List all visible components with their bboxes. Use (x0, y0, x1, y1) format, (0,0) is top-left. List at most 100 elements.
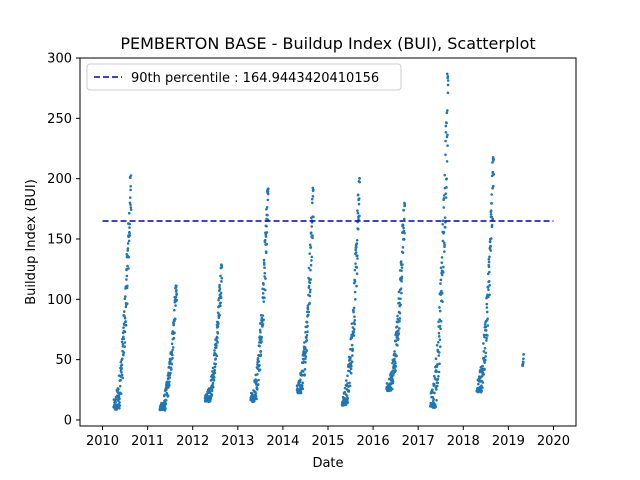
data-point (264, 235, 268, 238)
data-point (352, 310, 355, 314)
data-point (124, 324, 128, 327)
data-point (129, 203, 132, 206)
data-point (358, 180, 362, 184)
data-point (262, 258, 266, 262)
data-point (119, 378, 122, 382)
data-point (122, 353, 125, 357)
data-point (403, 202, 407, 206)
data-point (260, 340, 263, 343)
data-point (489, 249, 492, 252)
data-point (312, 215, 315, 219)
data-point (301, 357, 305, 361)
data-point (217, 298, 220, 302)
data-point (401, 263, 404, 266)
data-point (122, 326, 125, 329)
data-point (483, 346, 487, 350)
data-point (446, 74, 450, 78)
x-tick-label: 2016 (357, 434, 390, 449)
data-point (168, 380, 171, 384)
data-point (126, 284, 129, 288)
data-point (171, 346, 175, 349)
data-point (262, 283, 265, 286)
data-point (486, 285, 490, 289)
data-point (394, 339, 398, 343)
data-point (304, 361, 307, 364)
data-point (435, 398, 438, 402)
data-point (301, 381, 304, 385)
data-point (343, 390, 347, 394)
data-point (353, 318, 357, 322)
data-point (219, 291, 223, 295)
data-point (438, 324, 442, 328)
data-point (349, 367, 353, 371)
data-point (310, 259, 313, 262)
data-point (164, 398, 168, 402)
data-point (391, 369, 395, 372)
data-point (353, 268, 357, 272)
data-point (351, 326, 355, 329)
data-point (212, 373, 215, 376)
y-tick-label: 200 (47, 172, 72, 187)
data-point (352, 330, 355, 333)
data-point (391, 380, 395, 383)
chart-title: PEMBERTON BASE - Buildup Index (BUI), Sc… (120, 34, 535, 53)
data-point (265, 224, 268, 228)
data-point (434, 357, 438, 361)
data-point (442, 230, 446, 234)
data-point (432, 374, 436, 378)
data-point (349, 362, 353, 366)
data-point (259, 353, 263, 357)
data-point (353, 315, 356, 318)
data-point (214, 362, 218, 366)
data-point (483, 323, 487, 326)
data-point (308, 290, 312, 294)
data-point (255, 397, 258, 401)
data-point (259, 350, 263, 353)
data-point (437, 374, 440, 378)
data-point (259, 330, 262, 334)
data-point (301, 384, 304, 387)
data-point (118, 384, 122, 388)
data-point (169, 368, 173, 371)
data-point (477, 382, 480, 386)
y-tick-label: 250 (47, 112, 72, 127)
data-point (485, 306, 489, 309)
data-point (260, 316, 264, 320)
data-point (258, 368, 262, 371)
data-point (123, 295, 127, 298)
data-point (127, 255, 131, 259)
data-point (301, 370, 305, 373)
data-point (307, 284, 311, 288)
data-point (308, 301, 311, 305)
data-point (399, 297, 402, 301)
data-point (482, 342, 485, 345)
data-point (167, 365, 171, 369)
data-point (167, 386, 170, 389)
data-point (490, 201, 493, 205)
data-point (309, 263, 313, 267)
data-point (306, 304, 310, 307)
data-point (216, 332, 220, 335)
data-point (213, 371, 217, 375)
data-point (126, 242, 130, 245)
data-point (354, 251, 358, 254)
data-point (310, 225, 313, 228)
data-point (127, 239, 131, 243)
data-point (484, 329, 488, 332)
data-point (437, 354, 441, 357)
data-point (262, 263, 266, 266)
data-point (210, 389, 214, 393)
data-point (265, 242, 269, 246)
data-point (481, 364, 484, 368)
data-point (358, 214, 361, 218)
data-point (439, 319, 443, 323)
data-point (356, 257, 359, 260)
data-point (441, 219, 445, 223)
data-point (167, 384, 171, 387)
data-point (481, 381, 485, 384)
x-tick-label: 2019 (492, 434, 525, 449)
data-point (444, 192, 448, 196)
data-point (350, 343, 354, 347)
data-point (306, 324, 309, 328)
